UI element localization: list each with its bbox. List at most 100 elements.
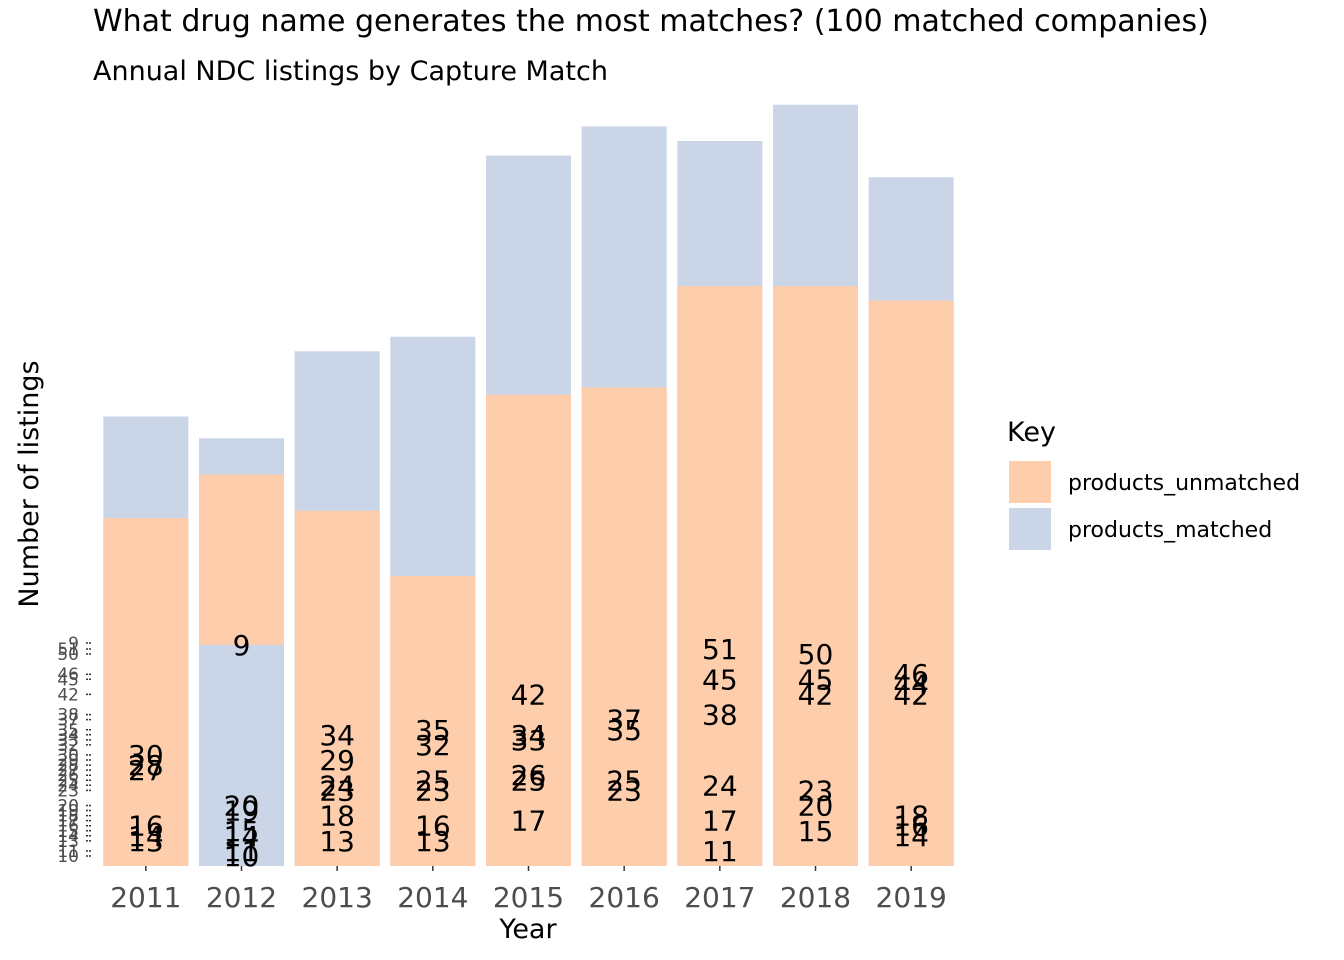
data-label: 18 (893, 800, 929, 833)
data-label: 50 (798, 638, 834, 671)
data-label: 34 (319, 719, 355, 752)
data-label: 20 (224, 790, 260, 823)
data-label: 11 (224, 835, 260, 868)
data-label: 46 (893, 658, 929, 691)
bar-segment-unmatched (868, 300, 954, 866)
y-tick-label: 13 (57, 832, 79, 852)
y-tick-label: 30 (57, 746, 79, 766)
data-label: 26 (511, 759, 547, 792)
data-label: 15 (224, 815, 260, 848)
data-label: 23 (798, 774, 834, 807)
x-tick-label: 2016 (589, 881, 660, 914)
x-tick-label: 2018 (780, 881, 851, 914)
x-tick-label: 2014 (397, 881, 468, 914)
y-tick-label: 29 (57, 751, 79, 771)
data-label: 45 (702, 663, 738, 696)
data-label: 29 (319, 744, 355, 777)
x-tick-label: 2011 (110, 881, 181, 914)
bar-group-2018 (773, 104, 858, 866)
legend-swatch-products_unmatched (1007, 459, 1053, 505)
data-label: 42 (893, 678, 929, 711)
y-tick-label: 24 (57, 776, 79, 796)
bars-layer (103, 104, 954, 866)
data-label: 16 (128, 810, 164, 843)
data-label: 9 (233, 629, 251, 662)
data-label: 34 (511, 719, 547, 752)
y-tick-label: 17 (57, 812, 79, 832)
y-tick-label: 9 (68, 634, 79, 654)
legend-label-products_matched: products_matched (1068, 518, 1272, 543)
data-label: 17 (511, 805, 547, 838)
y-tick-label: 19 (57, 802, 79, 822)
bar-segment-unmatched (103, 518, 189, 866)
y-tick-label: 15 (57, 822, 79, 842)
bar-group-2015 (486, 155, 571, 866)
x-tick-label: 2015 (493, 881, 564, 914)
y-tick-label: 23 (57, 781, 79, 801)
y-tick-label: 11 (57, 842, 79, 862)
y-tick-label: 26 (57, 766, 79, 786)
y-tick-label: 35 (57, 721, 79, 741)
data-label: 20 (798, 790, 834, 823)
y-axis: 1011131415161718192023242526272829303233… (57, 634, 92, 867)
bar-segment-matched-lower (199, 644, 284, 866)
y-tick-label: 34 (57, 726, 79, 746)
data-label: 45 (798, 663, 834, 696)
bar-group-2012 (199, 438, 284, 866)
y-tick-label: 42 (57, 685, 79, 705)
x-tick-label: 2012 (206, 881, 277, 914)
legend-label-products_unmatched: products_unmatched (1068, 471, 1300, 496)
y-tick-label: 51 (57, 640, 79, 660)
x-tick-label: 2017 (684, 881, 755, 914)
data-label: 16 (893, 810, 929, 843)
data-label: 14 (128, 820, 164, 853)
data-label: 13 (128, 825, 164, 858)
y-tick-label: 45 (57, 670, 79, 690)
data-label: 18 (319, 800, 355, 833)
y-tick-label: 16 (57, 817, 79, 837)
data-label: 33 (511, 724, 547, 757)
bar-segment-unmatched (486, 394, 571, 866)
bar-group-2011 (103, 416, 189, 866)
data-label: 16 (415, 810, 451, 843)
data-label: 37 (606, 704, 642, 737)
bar-segment-unmatched (677, 286, 763, 866)
chart-subtitle: Annual NDC listings by Capture Match (93, 56, 608, 87)
data-label: 25 (415, 764, 451, 797)
y-tick-label: 37 (57, 711, 79, 731)
data-label: 23 (606, 774, 642, 807)
y-tick-label: 32 (57, 736, 79, 756)
bar-segment-unmatched (581, 387, 667, 866)
y-tick-label: 27 (57, 761, 79, 781)
y-tick-label: 10 (57, 847, 79, 867)
data-label: 11 (702, 835, 738, 868)
data-label: 17 (702, 805, 738, 838)
data-label: 25 (511, 764, 547, 797)
data-label: 35 (415, 714, 451, 747)
data-label: 25 (606, 764, 642, 797)
data-label: 23 (319, 774, 355, 807)
bar-segment-matched-middle (390, 478, 476, 576)
x-tick-label: 2019 (876, 881, 947, 914)
y-axis-title: Number of listings (14, 360, 45, 607)
data-label: 44 (893, 668, 929, 701)
data-label: 24 (319, 769, 355, 802)
data-labels-layer: 3028271614139201915141110342924231813353… (128, 629, 929, 873)
y-tick-label: 50 (57, 645, 79, 665)
y-tick-label: 25 (57, 771, 79, 791)
bar-group-2017 (677, 141, 763, 866)
data-label: 42 (511, 678, 547, 711)
data-label: 15 (798, 815, 834, 848)
x-tick-label: 2013 (302, 881, 373, 914)
legend-swatch-products_matched (1007, 506, 1053, 552)
legend-title: Key (1007, 417, 1056, 448)
data-label: 42 (798, 678, 834, 711)
bar-group-2013 (294, 351, 380, 866)
bar-group-2014 (390, 336, 476, 866)
bar-segment-unmatched (390, 576, 476, 866)
y-tick-label: 14 (57, 827, 79, 847)
data-label: 38 (702, 699, 738, 732)
y-tick-label: 28 (57, 756, 79, 776)
bar-group-2016 (581, 126, 667, 866)
